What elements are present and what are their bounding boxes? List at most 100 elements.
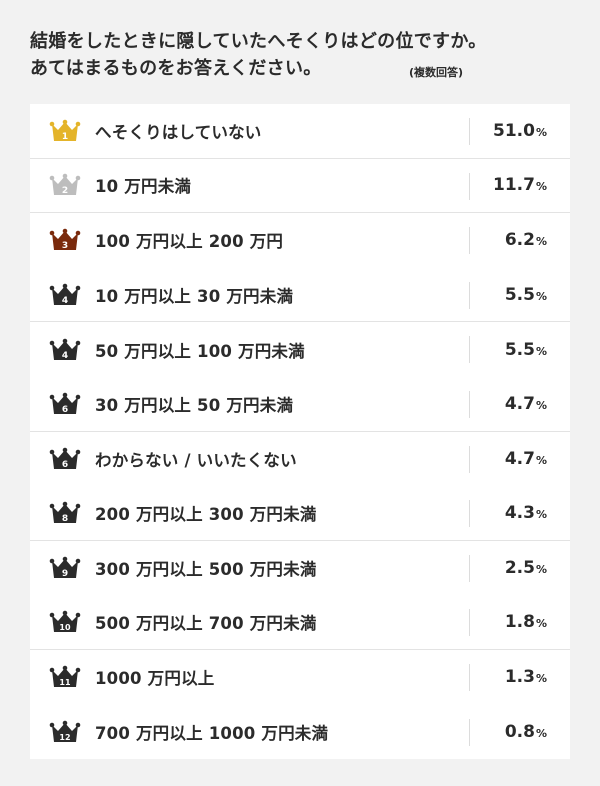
- ranking-label: 200 万円以上 300 万円未満: [95, 504, 317, 524]
- rank-number: 3: [62, 241, 68, 251]
- ranking-percent: 4.7%: [505, 394, 547, 414]
- column-divider: [469, 118, 470, 145]
- percent-unit: %: [535, 453, 547, 467]
- ranking-table: 1 へそくりはしていない 51.0% 2 10 万円未満 11.7% 3 100 万円以上 2…: [30, 104, 570, 760]
- percent-value: 5.5: [504, 284, 535, 305]
- percent-unit: %: [535, 617, 547, 631]
- ranking-percent: 5.5%: [505, 340, 547, 360]
- ranking-row: 4 50 万円以上 100 万円未満 5.5%: [30, 322, 570, 377]
- rank-number: 4: [62, 296, 68, 306]
- crown-icon: 4: [49, 283, 81, 307]
- percent-value: 11.7: [493, 175, 535, 196]
- percent-value: 2.5: [504, 558, 535, 579]
- column-divider: [469, 390, 470, 418]
- percent-unit: %: [535, 344, 547, 358]
- percent-unit: %: [535, 672, 547, 686]
- rank-number: 8: [62, 514, 68, 524]
- crown-icon: 3: [49, 228, 81, 252]
- ranking-percent: 11.7%: [493, 175, 547, 195]
- column-divider: [469, 172, 470, 200]
- rank-number: 9: [62, 569, 68, 579]
- crown-icon: 10: [49, 610, 81, 634]
- ranking-percent: 5.5%: [505, 285, 547, 305]
- percent-unit: %: [535, 726, 547, 740]
- ranking-percent: 2.5%: [505, 558, 547, 578]
- rank-number: 6: [62, 460, 68, 470]
- column-divider: [469, 227, 470, 255]
- crown-icon: 6: [49, 447, 81, 471]
- percent-unit: %: [535, 289, 547, 303]
- ranking-row: 1 へそくりはしていない 51.0%: [30, 104, 570, 159]
- column-divider: [469, 445, 470, 473]
- percent-unit: %: [535, 235, 547, 249]
- ranking-row: 4 10 万円以上 30 万円未満 5.5%: [30, 268, 570, 323]
- header: 結婚をしたときに隠していたへそくりはどの位ですか。 あてはまるものをお答えくださ…: [0, 0, 600, 79]
- ranking-row: 11 1000 万円以上 1.3%: [30, 650, 570, 705]
- crown-icon: 9: [49, 556, 81, 580]
- page-title-line-1: 結婚をしたときに隠していたへそくりはどの位ですか。: [30, 31, 487, 52]
- rank-number: 10: [59, 623, 71, 632]
- ranking-label: 10 万円以上 30 万円未満: [95, 286, 294, 306]
- ranking-percent: 4.3%: [505, 503, 547, 523]
- ranking-label: 100 万円以上 200 万円: [95, 232, 284, 252]
- rank-number: 6: [62, 405, 68, 415]
- ranking-percent: 1.3%: [505, 667, 547, 687]
- column-divider: [469, 554, 470, 582]
- ranking-row: 12 700 万円以上 1000 万円未満 0.8%: [30, 705, 570, 760]
- percent-value: 4.7: [504, 448, 535, 469]
- page-title-line-2: あてはまるものをお答えください。: [30, 58, 322, 79]
- percent-value: 1.3: [504, 667, 535, 688]
- ranking-row: 6 30 万円以上 50 万円未満 4.7%: [30, 377, 570, 432]
- percent-unit: %: [535, 180, 547, 194]
- column-divider: [469, 500, 470, 528]
- crown-icon: 12: [49, 720, 81, 744]
- rank-number: 2: [62, 186, 68, 196]
- ranking-label: 1000 万円以上: [95, 669, 215, 689]
- ranking-row: 2 10 万円未満 11.7%: [30, 159, 570, 214]
- ranking-row: 10 500 万円以上 700 万円未満 1.8%: [30, 595, 570, 650]
- percent-value: 51.0: [493, 120, 535, 141]
- crown-icon: 11: [49, 665, 81, 689]
- ranking-percent: 6.2%: [505, 230, 547, 250]
- column-divider: [469, 336, 470, 364]
- percent-unit: %: [535, 563, 547, 577]
- column-divider: [469, 718, 470, 746]
- rank-number: 1: [62, 132, 68, 142]
- percent-unit: %: [535, 398, 547, 412]
- rank-number: 4: [62, 351, 68, 361]
- ranking-row: 8 200 万円以上 300 万円未満 4.3%: [30, 486, 570, 541]
- percent-unit: %: [535, 507, 547, 521]
- crown-icon: 2: [49, 173, 81, 197]
- ranking-row: 9 300 万円以上 500 万円未満 2.5%: [30, 541, 570, 596]
- percent-value: 6.2: [504, 230, 535, 251]
- column-divider: [469, 663, 470, 691]
- percent-value: 0.8: [504, 721, 535, 742]
- column-divider: [469, 281, 470, 309]
- ranking-label: 500 万円以上 700 万円未満: [95, 614, 317, 634]
- crown-icon: 4: [49, 338, 81, 362]
- percent-unit: %: [535, 125, 547, 139]
- ranking-label: わからない / いいたくない: [95, 450, 297, 470]
- ranking-row: 3 100 万円以上 200 万円 6.2%: [30, 213, 570, 268]
- ranking-percent: 1.8%: [505, 612, 547, 632]
- ranking-row: 6 わからない / いいたくない 4.7%: [30, 432, 570, 487]
- column-divider: [469, 609, 470, 637]
- ranking-label: へそくりはしていない: [95, 122, 262, 142]
- ranking-label: 10 万円未満: [95, 177, 192, 197]
- ranking-label: 50 万円以上 100 万円未満: [95, 341, 305, 361]
- ranking-percent: 4.7%: [505, 449, 547, 469]
- crown-icon: 1: [49, 119, 81, 143]
- crown-icon: 6: [49, 392, 81, 416]
- multiple-answer-note: (複数回答): [409, 66, 464, 79]
- ranking-label: 30 万円以上 50 万円未満: [95, 395, 294, 415]
- ranking-label: 700 万円以上 1000 万円未満: [95, 723, 329, 743]
- ranking-percent: 0.8%: [505, 722, 547, 742]
- ranking-label: 300 万円以上 500 万円未満: [95, 560, 317, 580]
- crown-icon: 8: [49, 501, 81, 525]
- percent-value: 1.8: [504, 612, 535, 633]
- rank-number: 12: [59, 733, 70, 742]
- rank-number: 11: [59, 678, 71, 687]
- percent-value: 5.5: [504, 339, 535, 360]
- ranking-percent: 51.0%: [493, 121, 547, 141]
- percent-value: 4.3: [504, 502, 535, 523]
